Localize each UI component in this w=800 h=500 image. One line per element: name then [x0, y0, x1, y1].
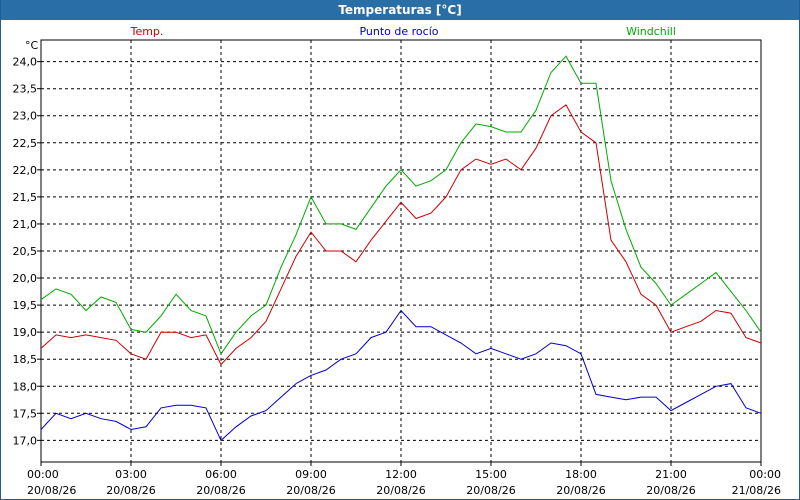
- y-tick-label: 21,5: [13, 191, 38, 204]
- series-line: [40, 104, 762, 366]
- series-line: [40, 55, 762, 355]
- x-tick-time-label: 06:00: [205, 468, 237, 481]
- y-tick-label: 21,0: [13, 218, 38, 231]
- x-tick-date-label: 20/08/26: [286, 484, 335, 497]
- x-tick-time-label: 09:00: [295, 468, 327, 481]
- x-tick-date-label: 20/08/26: [376, 484, 425, 497]
- x-tick-date-label: 20/08/26: [196, 484, 245, 497]
- y-tick-label: 22,0: [13, 164, 38, 177]
- x-tick-date-label: 20/08/26: [27, 484, 76, 497]
- x-tick-time-label: 03:00: [115, 468, 147, 481]
- y-tick-label: 18,0: [13, 380, 38, 393]
- y-tick-label: 17,0: [13, 434, 38, 447]
- legend-entry: Punto de rocío: [359, 25, 438, 38]
- chart-series: [40, 55, 762, 442]
- x-tick-date-label: 20/08/26: [556, 484, 605, 497]
- series-line: [40, 309, 762, 442]
- y-tick-label: 24,0: [13, 56, 38, 69]
- legend-entry: Windchill: [626, 25, 676, 38]
- chart-title: Temperaturas [°C]: [1, 0, 799, 20]
- x-tick-time-label: 15:00: [475, 468, 507, 481]
- y-tick-label: 18,5: [13, 353, 38, 366]
- x-tick-time-label: 00:00: [749, 468, 781, 481]
- y-tick-label: 19,0: [13, 326, 38, 339]
- chart-axes: 17,0 17,5 18,0 18,5 19,0 19,5 20,0 20,5 21,0 21,5…: [13, 39, 782, 497]
- x-tick-date-label: 20/08/26: [466, 484, 515, 497]
- chart-grid: [41, 40, 761, 462]
- y-tick-label: 22,5: [13, 137, 38, 150]
- x-tick-time-label: 21:00: [655, 468, 687, 481]
- y-tick-label: 19,5: [13, 299, 38, 312]
- x-tick-date-label: 21/08/26: [732, 484, 781, 497]
- x-tick-time-label: 18:00: [565, 468, 597, 481]
- y-tick-label: 20,5: [13, 245, 38, 258]
- y-tick-label: 23,0: [13, 110, 38, 123]
- y-tick-label: 20,0: [13, 272, 38, 285]
- chart-legend: Temp. Punto de rocío Windchill: [130, 25, 676, 38]
- x-tick-time-label: 12:00: [385, 468, 417, 481]
- plot-frame: [40, 39, 762, 463]
- y-tick-label: 17,5: [13, 407, 38, 420]
- x-tick-date-label: 20/08/26: [106, 484, 155, 497]
- y-tick-label: 23,5: [13, 83, 38, 96]
- x-tick-date-label: 20/08/26: [646, 484, 695, 497]
- legend-entry: Temp.: [130, 25, 164, 38]
- y-axis-unit-label: °C: [25, 39, 39, 52]
- x-tick-time-label: 00:00: [27, 468, 59, 481]
